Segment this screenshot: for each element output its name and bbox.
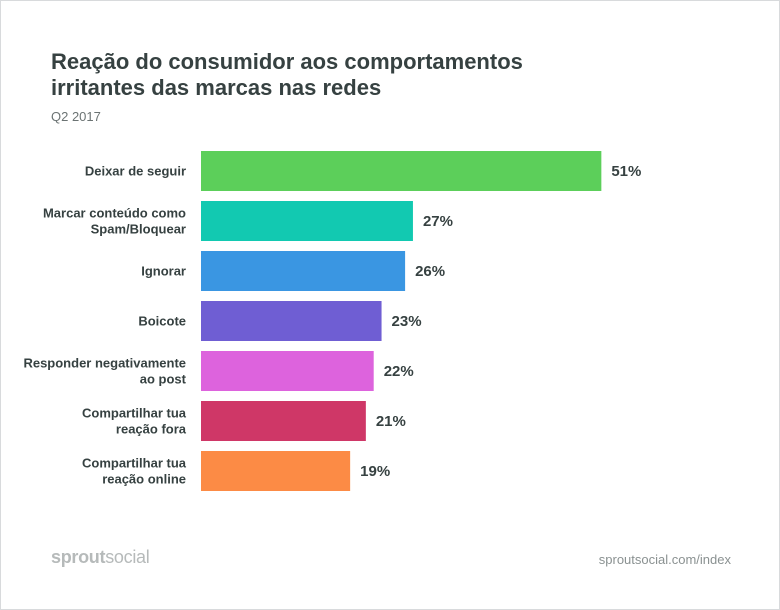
chart-title: Reação do consumidor aos comportamentos … (51, 49, 523, 100)
category-label-2: Ignorar (141, 264, 186, 279)
category-label-1: Marcar conteúdo como Spam/Bloquear (43, 206, 186, 237)
chart-subtitle: Q2 2017 (51, 109, 101, 124)
bar-chart: 51% Deixar de seguir 27% Marcar conteúdo co… (23, 151, 641, 491)
category-label-0: Deixar de seguir (85, 164, 186, 179)
value-label-6: 19% (360, 463, 390, 480)
bar-1 (201, 201, 413, 241)
sproutsocial-logo: sproutsocial (51, 547, 150, 568)
bar-4 (201, 351, 374, 391)
value-label-1: 27% (423, 213, 453, 230)
bar-3 (201, 301, 382, 341)
category-label-5: Compartilhar tua reação fora (82, 406, 187, 437)
value-label-4: 22% (384, 363, 414, 380)
category-label-3: Boicote (138, 314, 186, 329)
bar-6 (201, 451, 351, 491)
category-label-4: Responder negativamente ao post (23, 356, 186, 387)
bar-5 (201, 401, 366, 441)
value-label-3: 23% (392, 313, 422, 330)
source-url: sproutsocial.com/index (598, 552, 731, 567)
value-label-5: 21% (376, 413, 406, 430)
value-label-2: 26% (415, 263, 445, 280)
logo-part-sprout: sprout (51, 547, 106, 567)
bar-2 (201, 251, 406, 291)
value-label-0: 51% (611, 163, 641, 180)
logo-part-social: social (105, 547, 150, 567)
category-label-6: Compartilhar tua reação online (82, 456, 187, 487)
bar-0 (201, 151, 602, 191)
